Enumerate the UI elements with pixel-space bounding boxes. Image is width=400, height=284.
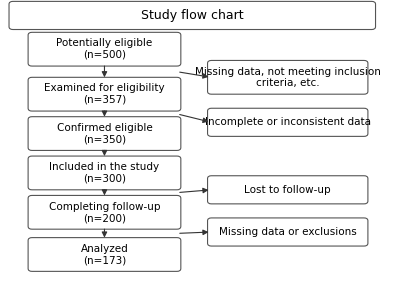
- FancyBboxPatch shape: [28, 117, 181, 151]
- FancyBboxPatch shape: [208, 218, 368, 246]
- FancyBboxPatch shape: [208, 108, 368, 136]
- FancyBboxPatch shape: [28, 156, 181, 190]
- Text: Missing data, not meeting inclusion
criteria, etc.: Missing data, not meeting inclusion crit…: [195, 66, 381, 88]
- FancyBboxPatch shape: [9, 1, 376, 30]
- FancyBboxPatch shape: [28, 195, 181, 229]
- Text: Lost to follow-up: Lost to follow-up: [244, 185, 331, 195]
- FancyBboxPatch shape: [208, 60, 368, 94]
- Text: Potentially eligible
(n=500): Potentially eligible (n=500): [56, 38, 152, 60]
- Text: Examined for eligibility
(n=357): Examined for eligibility (n=357): [44, 83, 165, 105]
- Text: Analyzed
(n=173): Analyzed (n=173): [80, 244, 128, 265]
- FancyBboxPatch shape: [28, 77, 181, 111]
- Text: Study flow chart: Study flow chart: [141, 9, 244, 22]
- Text: Incomplete or inconsistent data: Incomplete or inconsistent data: [205, 117, 371, 127]
- Text: Completing follow-up
(n=200): Completing follow-up (n=200): [49, 202, 160, 223]
- Text: Missing data or exclusions: Missing data or exclusions: [219, 227, 357, 237]
- Text: Confirmed eligible
(n=350): Confirmed eligible (n=350): [56, 123, 152, 144]
- FancyBboxPatch shape: [28, 32, 181, 66]
- FancyBboxPatch shape: [208, 176, 368, 204]
- Text: Included in the study
(n=300): Included in the study (n=300): [50, 162, 160, 184]
- FancyBboxPatch shape: [28, 238, 181, 272]
